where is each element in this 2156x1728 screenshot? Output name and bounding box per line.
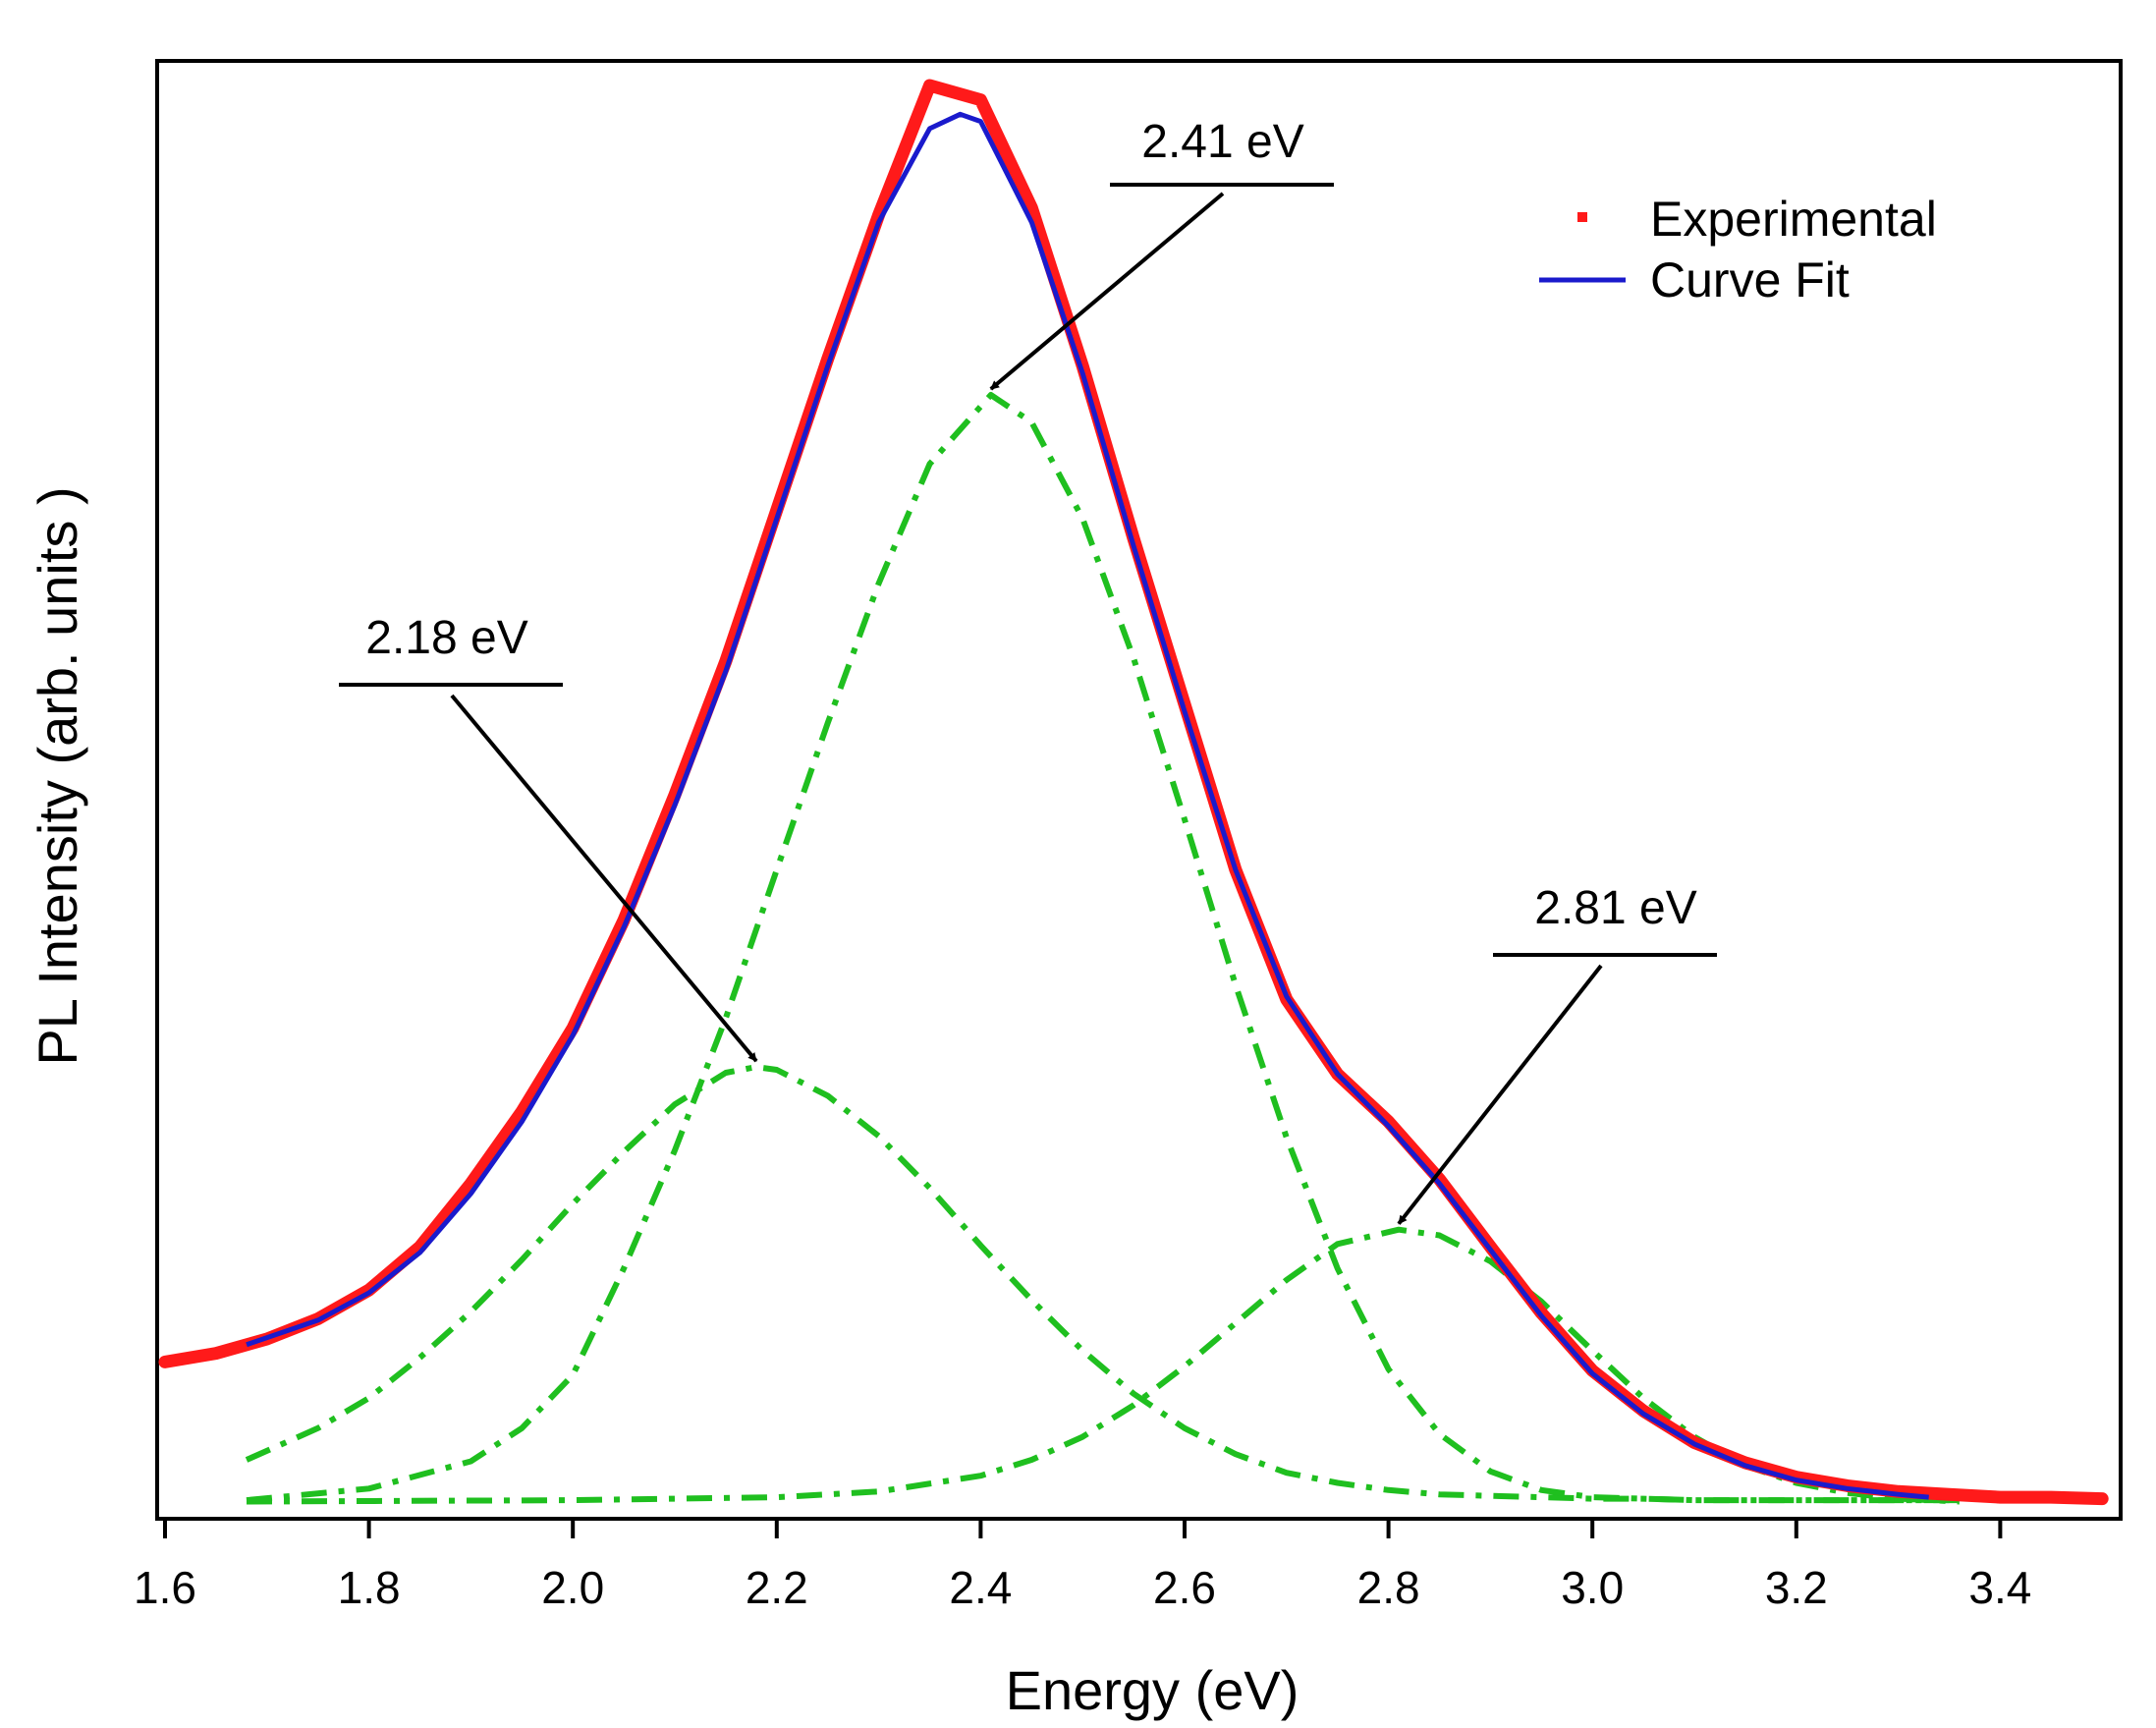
curve-fit-layer bbox=[246, 111, 1929, 1500]
x-tick-label: 2.8 bbox=[1357, 1562, 1420, 1613]
x-axis: 1.6 1.8 2.0 2.2 2.4 2.6 2.8 3.0 3.2 3.4 bbox=[134, 1519, 2031, 1613]
x-tick-label: 2.2 bbox=[746, 1562, 808, 1613]
annotation-2-41: 2.41 eV bbox=[989, 116, 1334, 391]
y-axis-title: PL Intensity (arb. units ) bbox=[27, 486, 88, 1065]
curve-fit-series-line bbox=[246, 111, 1929, 1500]
annotation-label: 2.18 eV bbox=[365, 612, 527, 664]
annotation-2-18: 2.18 eV bbox=[339, 612, 758, 1063]
component-peak-line bbox=[246, 392, 1960, 1504]
x-tick-label: 3.2 bbox=[1765, 1562, 1828, 1613]
x-tick-label: 2.4 bbox=[949, 1562, 1012, 1613]
x-tick-label: 2.6 bbox=[1153, 1562, 1216, 1613]
component-peaks-layer bbox=[245, 392, 1961, 1505]
annotation-label: 2.81 eV bbox=[1534, 882, 1696, 934]
legend-experimental-marker bbox=[1577, 212, 1587, 222]
x-tick-label: 3.0 bbox=[1561, 1562, 1624, 1613]
x-tick-label: 1.6 bbox=[134, 1562, 196, 1613]
legend-experimental-label: Experimental bbox=[1650, 192, 1937, 247]
annotation-2-81: 2.81 eV bbox=[1397, 882, 1717, 1225]
plot-frame bbox=[155, 59, 2123, 1521]
annotation-label: 2.41 eV bbox=[1141, 116, 1303, 168]
x-tick-label: 2.0 bbox=[541, 1562, 604, 1613]
x-tick-label: 1.8 bbox=[338, 1562, 401, 1613]
annotation-arrow bbox=[989, 192, 1225, 391]
annotation-arrow bbox=[1397, 964, 1603, 1225]
legend: Experimental Curve Fit bbox=[1539, 192, 1937, 307]
annotation-arrow bbox=[450, 694, 758, 1063]
x-axis-title: Energy (eV) bbox=[1006, 1659, 1299, 1721]
legend-curve-fit-label: Curve Fit bbox=[1650, 252, 1850, 307]
x-tick-label: 3.4 bbox=[1968, 1562, 2031, 1613]
